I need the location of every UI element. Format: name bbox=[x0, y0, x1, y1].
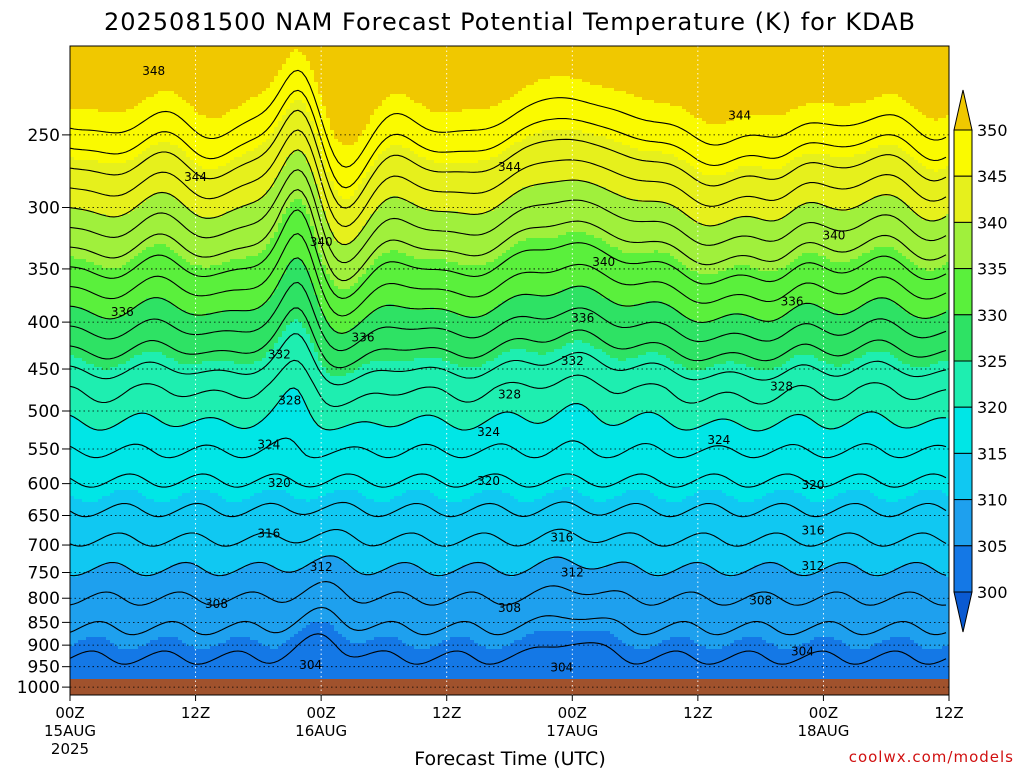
chart-title: 2025081500 NAM Forecast Potential Temper… bbox=[104, 8, 916, 36]
